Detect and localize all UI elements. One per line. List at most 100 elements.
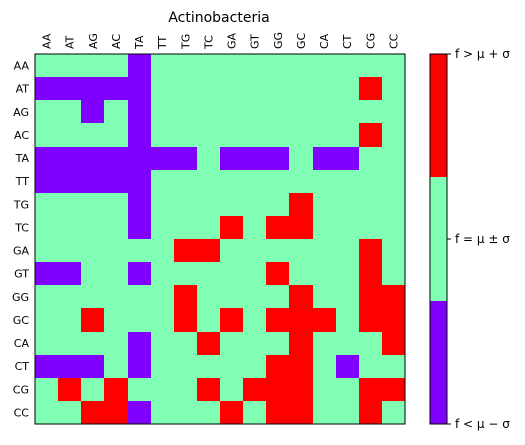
heatmap-cell-GA-TG (174, 239, 197, 262)
y-tick-label-CT: CT (15, 360, 30, 373)
heatmap-cell-GG-AG (81, 285, 104, 308)
heatmap-cell-TT-AA (35, 170, 58, 193)
heatmap-cell-TA-AT (58, 147, 81, 170)
heatmap-cell-CA-GC (289, 332, 313, 355)
heatmap-cell-AG-CA (313, 100, 336, 123)
heatmap-cell-TC-TC (197, 216, 220, 239)
heatmap-cell-GC-AA (35, 308, 58, 332)
heatmap-cell-GC-AC (104, 308, 128, 332)
heatmap-cell-AA-CT (336, 54, 359, 77)
heatmap-cell-AT-TG (174, 77, 197, 100)
heatmap-cell-CA-CT (336, 332, 359, 355)
heatmap-cell-GT-CG (359, 262, 382, 285)
heatmap-cell-GT-GG (266, 262, 289, 285)
heatmap-cell-CA-TC (197, 332, 220, 355)
heatmap-cell-CC-CG (359, 401, 382, 424)
heatmap-cell-TG-AT (58, 193, 81, 216)
heatmap-cell-CG-CC (382, 378, 405, 401)
heatmap-cell-GC-TT (151, 308, 174, 332)
heatmap-cell-AG-GC (289, 100, 313, 123)
heatmap-cell-AT-TA (128, 77, 151, 100)
heatmap-cell-AC-GT (243, 123, 266, 147)
heatmap-cell-CA-CA (313, 332, 336, 355)
heatmap-cell-TC-GT (243, 216, 266, 239)
x-tick-label-GT: GT (249, 34, 262, 49)
heatmap-cell-TG-CA (313, 193, 336, 216)
colorbar-segment-2 (430, 54, 447, 177)
heatmap-cell-AG-AT (58, 100, 81, 123)
heatmap-cell-TA-GA (220, 147, 243, 170)
heatmap-cell-GC-CC (382, 308, 405, 332)
heatmap-cell-AG-CG (359, 100, 382, 123)
heatmap-cell-CT-AA (35, 355, 58, 378)
heatmap-cell-CA-TT (151, 332, 174, 355)
x-tick-label-AT: AT (64, 35, 77, 49)
heatmap-cell-AG-TG (174, 100, 197, 123)
heatmap-cell-AT-AG (81, 77, 104, 100)
heatmap-cell-AT-TT (151, 77, 174, 100)
y-tick-label-CA: CA (14, 337, 30, 350)
heatmap-cell-TC-AG (81, 216, 104, 239)
heatmap-frame (34, 53, 406, 425)
heatmap-cell-GC-CG (359, 308, 382, 332)
heatmap-cell-CT-TG (174, 355, 197, 378)
heatmap-cell-TT-GG (266, 170, 289, 193)
heatmap-cell-CT-CG (359, 355, 382, 378)
heatmap-cell-TG-TA (128, 193, 151, 216)
heatmap-cell-AA-CA (313, 54, 336, 77)
heatmap-cell-AG-GG (266, 100, 289, 123)
heatmap-cell-CT-TA (128, 355, 151, 378)
heatmap-cell-GT-TA (128, 262, 151, 285)
heatmap-cell-TG-CG (359, 193, 382, 216)
heatmap-cell-CT-CT (336, 355, 359, 378)
heatmap-cell-GA-TT (151, 239, 174, 262)
heatmap-cell-TT-CT (336, 170, 359, 193)
x-tick-label-TA: TA (133, 35, 146, 50)
heatmap-cell-CT-GA (220, 355, 243, 378)
x-tick-label-GA: GA (226, 32, 239, 49)
heatmap-cell-AG-TC (197, 100, 220, 123)
x-tick-label-AG: AG (87, 33, 100, 49)
heatmap-cell-GG-GC (289, 285, 313, 308)
heatmap-cell-GG-GG (266, 285, 289, 308)
heatmap-cell-AA-TC (197, 54, 220, 77)
y-tick-label-AA: AA (14, 60, 30, 73)
heatmap-cell-CC-GG (266, 401, 289, 424)
heatmap-cell-CC-GC (289, 401, 313, 424)
heatmap-cell-GG-CT (336, 285, 359, 308)
heatmap-cell-AC-CT (336, 123, 359, 147)
heatmap-cell-AC-TG (174, 123, 197, 147)
heatmap-cell-CC-GT (243, 401, 266, 424)
heatmap-cell-AG-AA (35, 100, 58, 123)
heatmap-cell-GT-CC (382, 262, 405, 285)
heatmap-cell-AA-CG (359, 54, 382, 77)
heatmap-cell-CA-TA (128, 332, 151, 355)
heatmap-cell-CT-TC (197, 355, 220, 378)
heatmap-cell-AC-AA (35, 123, 58, 147)
heatmap-cell-GT-TC (197, 262, 220, 285)
heatmap-cell-GT-GA (220, 262, 243, 285)
heatmap-cell-TG-CC (382, 193, 405, 216)
heatmap-cell-TA-CA (313, 147, 336, 170)
heatmap-cell-CG-TT (151, 378, 174, 401)
chart-title: Actinobacteria (168, 10, 269, 26)
heatmap-cell-TT-CG (359, 170, 382, 193)
heatmap-cell-TC-CA (313, 216, 336, 239)
heatmap-cell-GA-AC (104, 239, 128, 262)
heatmap-cell-AT-GC (289, 77, 313, 100)
heatmap-cell-CC-AC (104, 401, 128, 424)
heatmap-cell-CG-GT (243, 378, 266, 401)
x-tick-label-CG: CG (364, 33, 377, 49)
heatmap-cell-GG-AC (104, 285, 128, 308)
heatmap-cell-AT-TC (197, 77, 220, 100)
heatmap-cell-AT-GA (220, 77, 243, 100)
heatmap-cell-TG-AG (81, 193, 104, 216)
heatmap-cell-GC-AG (81, 308, 104, 332)
heatmap-cell-AC-TT (151, 123, 174, 147)
heatmap-cell-GG-CG (359, 285, 382, 308)
heatmap-cell-AA-AC (104, 54, 128, 77)
heatmap-cell-AT-GG (266, 77, 289, 100)
heatmap-cell-GA-TA (128, 239, 151, 262)
heatmap-cell-GA-CT (336, 239, 359, 262)
